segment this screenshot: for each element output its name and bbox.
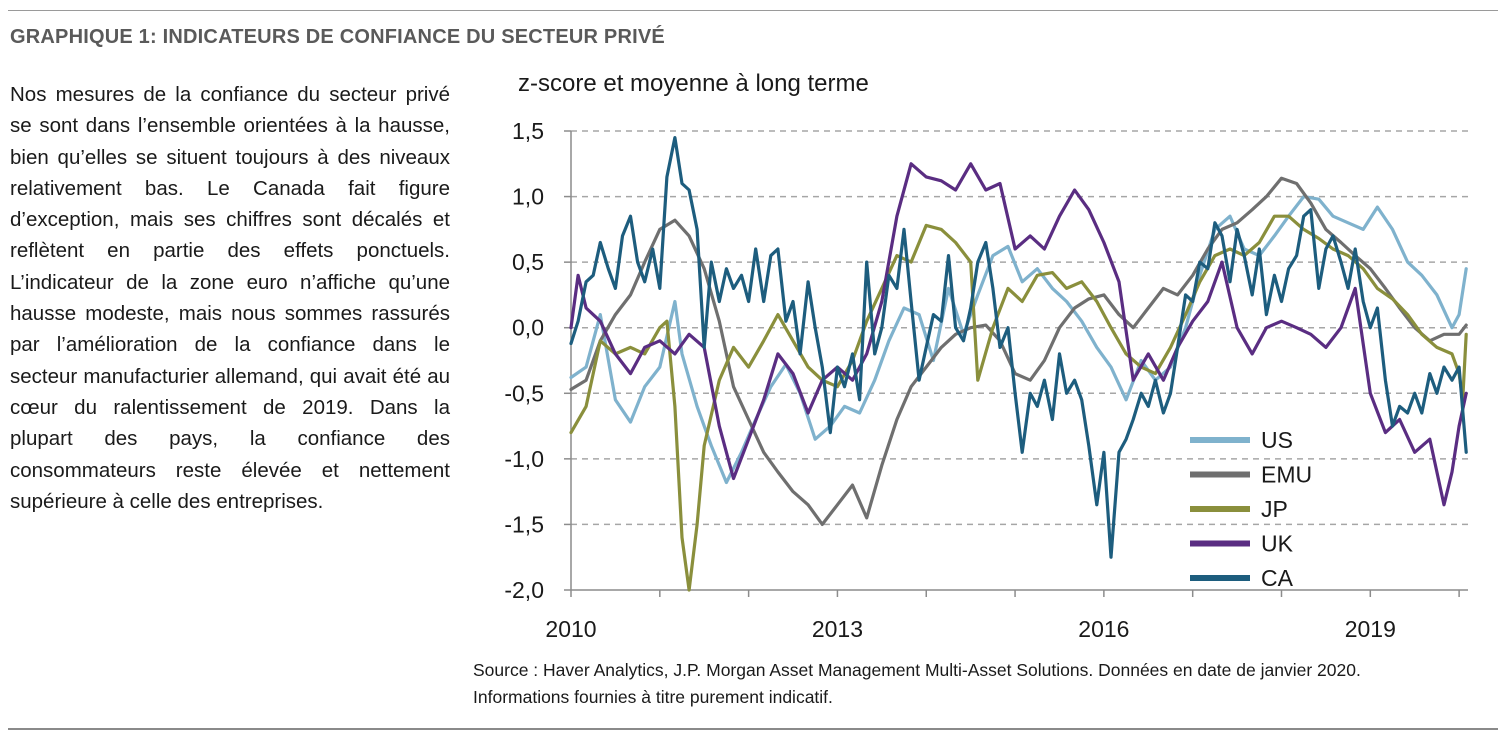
series-line-ca [569,136,1468,559]
source-note: Source : Haver Analytics, J.P. Morgan As… [473,657,1361,711]
legend-label-jp: JP [1261,496,1288,522]
legend: US EMU JP UK CA [1190,427,1312,591]
chart-title: z-score et moyenne à long terme [518,70,869,97]
y-tick-label: 0,5 [512,249,544,275]
y-tick-label: -2,0 [504,577,544,603]
bottom-rule [8,728,1498,730]
legend-label-us: US [1261,427,1293,453]
y-tick-label: 1,0 [512,184,544,210]
x-tick-label: 2010 [545,616,596,642]
legend-label-emu: EMU [1261,462,1312,488]
y-tick-label: -1,5 [504,511,544,537]
series-line-us [569,195,1468,485]
y-tick-label: -0,5 [504,380,544,406]
commentary-paragraph: Nos mesures de la confiance du secteur p… [10,83,450,513]
x-tick-label: 2016 [1078,616,1129,642]
series-line-jp [569,214,1468,592]
y-tick-label: -1,0 [504,446,544,472]
x-tick-label: 2013 [812,616,863,642]
series-line-uk [569,162,1468,507]
top-rule [8,10,1498,11]
y-tick-label: 1,5 [512,118,544,144]
legend-label-uk: UK [1261,531,1294,557]
figure-heading: GRAPHIQUE 1: INDICATEURS DE CONFIANCE DU… [10,26,665,48]
y-tick-label: 0,0 [512,315,544,341]
legend-label-ca: CA [1261,565,1294,591]
series-lines [569,136,1468,592]
x-tick-label: 2019 [1345,616,1396,642]
source-line-2: Informations fournies à titre purement i… [473,687,833,707]
series-line-emu [569,176,1468,526]
source-line-1: Source : Haver Analytics, J.P. Morgan As… [473,660,1361,680]
